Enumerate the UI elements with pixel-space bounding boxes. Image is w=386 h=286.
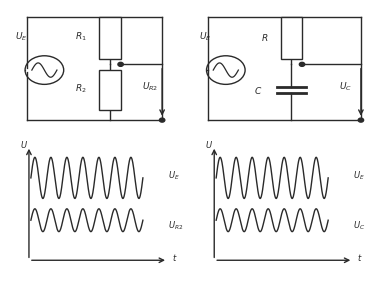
- Text: $R_1$: $R_1$: [75, 31, 87, 43]
- Text: $U_C$: $U_C$: [353, 220, 366, 232]
- Text: $U_E$: $U_E$: [199, 31, 212, 43]
- Text: $R$: $R$: [261, 32, 268, 43]
- Text: $t$: $t$: [172, 252, 177, 263]
- Text: $U$: $U$: [20, 139, 28, 150]
- Circle shape: [300, 62, 305, 66]
- Text: $C$: $C$: [254, 85, 262, 96]
- Text: $t$: $t$: [357, 252, 362, 263]
- Text: $U_E$: $U_E$: [168, 170, 180, 182]
- Text: $U_C$: $U_C$: [339, 81, 352, 94]
- Circle shape: [358, 118, 364, 122]
- Circle shape: [118, 62, 124, 66]
- Text: $R_2$: $R_2$: [75, 82, 87, 95]
- Text: $U_{R2}$: $U_{R2}$: [168, 220, 183, 232]
- Text: $U$: $U$: [205, 139, 213, 150]
- Circle shape: [159, 118, 165, 122]
- Bar: [99, 17, 120, 59]
- Bar: [281, 17, 302, 59]
- Bar: [99, 70, 120, 110]
- Text: $U_E$: $U_E$: [15, 31, 28, 43]
- Text: $U_{R2}$: $U_{R2}$: [142, 81, 159, 94]
- Text: $U_E$: $U_E$: [353, 170, 365, 182]
